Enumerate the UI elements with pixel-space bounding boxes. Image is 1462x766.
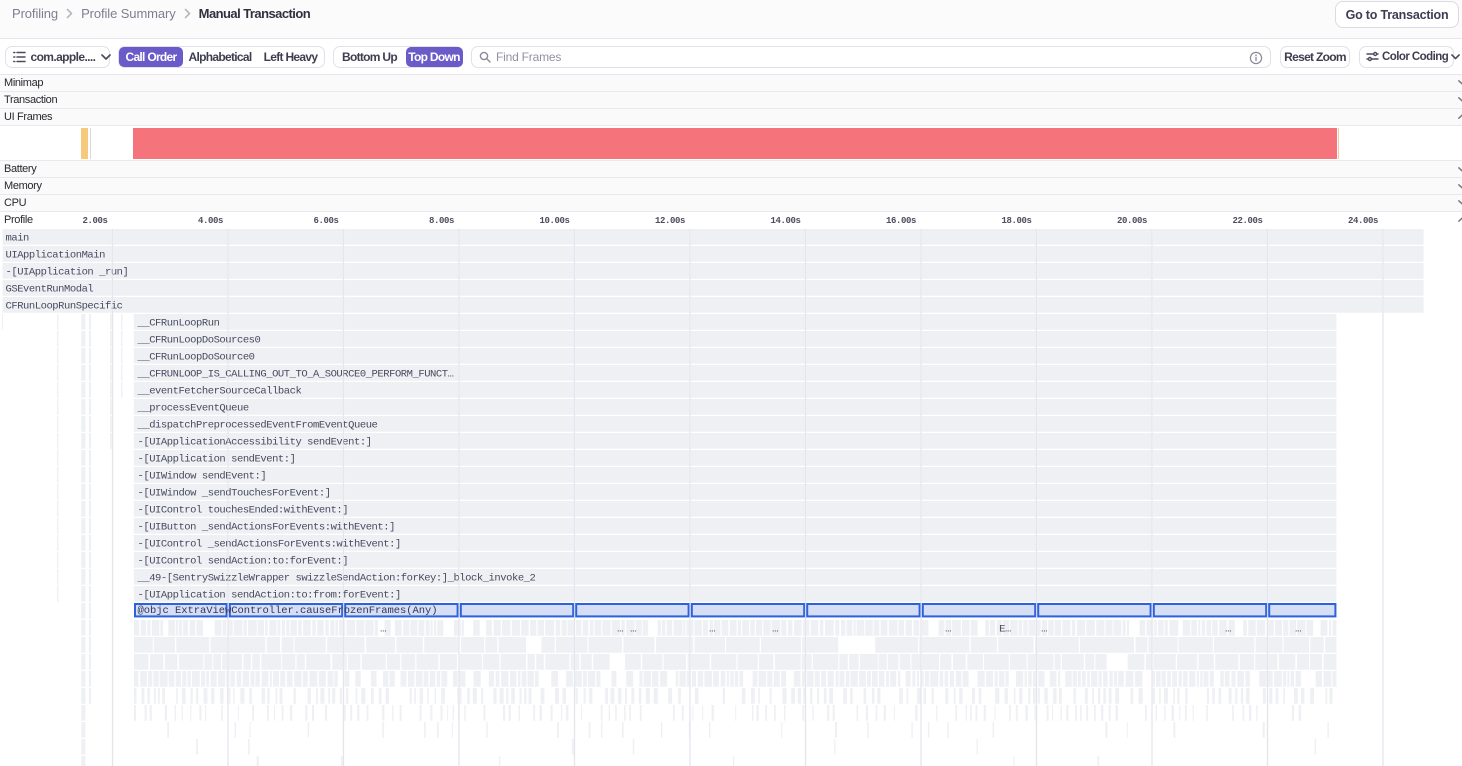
svg-text:__CFRUNLOOP_IS_CALLING_OUT_TO_: __CFRUNLOOP_IS_CALLING_OUT_TO_A_SOURCE0_… [137,368,454,380]
svg-text:main: main [6,232,30,244]
svg-text:__49-[SentrySwizzleWrapper swi: __49-[SentrySwizzleWrapper swizzleSendAc… [137,572,536,584]
svg-text:…: … [1225,624,1231,636]
svg-text:…: … [617,624,623,636]
svg-text:@objc ExtraViewController.caus: @objc ExtraViewController.causeFrozenFra… [138,605,438,617]
svg-text:…: … [772,624,778,636]
svg-text:…: … [380,624,386,636]
svg-text:-[UIWindow _sendTouchesForEven: -[UIWindow _sendTouchesForEvent:] [138,487,331,499]
svg-text:…: … [709,624,715,636]
svg-text:CFRunLoopRunSpecific: CFRunLoopRunSpecific [6,300,123,312]
svg-text:-[UIControl _sendActionsForEve: -[UIControl _sendActionsForEvents:withEv… [138,538,401,550]
svg-text:-[UIWindow sendEvent:]: -[UIWindow sendEvent:] [138,470,267,482]
svg-text:__processEventQueue: __processEventQueue [137,402,249,414]
svg-text:__CFRunLoopDoSource0: __CFRunLoopDoSource0 [137,351,255,363]
svg-text:…: … [945,624,951,636]
svg-text:…: … [630,624,636,636]
svg-text:…: … [1295,624,1301,636]
svg-text:__CFRunLoopDoSources0: __CFRunLoopDoSources0 [137,334,261,346]
svg-text:__eventFetcherSourceCallback: __eventFetcherSourceCallback [137,385,302,397]
svg-text:__dispatchPreprocessedEventFro: __dispatchPreprocessedEventFromEventQueu… [137,419,378,431]
svg-text:-[UIApplication sendAction:to:: -[UIApplication sendAction:to:from:forEv… [138,589,401,601]
svg-text:-[UIButton _sendActionsForEven: -[UIButton _sendActionsForEvents:withEve… [138,521,395,533]
svg-text:UIApplicationMain: UIApplicationMain [6,249,106,261]
svg-text:E…: E… [999,624,1011,636]
svg-text:-[UIControl touchesEnded:withE: -[UIControl touchesEnded:withEvent:] [138,504,349,516]
svg-text:GSEventRunModal: GSEventRunModal [6,283,94,295]
svg-text:…: … [1041,624,1047,636]
svg-text:-[UIControl sendAction:to:forE: -[UIControl sendAction:to:forEvent:] [138,555,349,567]
svg-text:-[UIApplicationAccessibility s: -[UIApplicationAccessibility sendEvent:] [138,436,372,448]
svg-text:-[UIApplication sendEvent:]: -[UIApplication sendEvent:] [138,453,296,465]
svg-text:__CFRunLoopRun: __CFRunLoopRun [137,317,220,329]
svg-text:-[UIApplication _run]: -[UIApplication _run] [6,266,129,278]
